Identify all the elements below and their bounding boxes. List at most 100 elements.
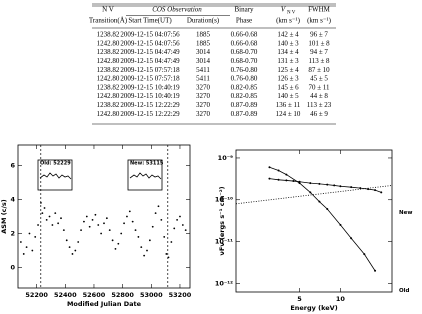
header-cell: V <box>281 6 286 14</box>
table-cell: 0.66-0.68 <box>231 39 258 47</box>
data-point <box>77 241 80 243</box>
series-label: New <box>399 210 412 216</box>
data-point <box>359 187 362 190</box>
data-point <box>165 253 168 255</box>
model-line <box>269 166 376 271</box>
table-cell: 2009-12-15 10:40:19 <box>120 92 180 100</box>
data-point <box>326 208 329 211</box>
header-cell: Phase <box>236 17 252 25</box>
data-point <box>105 217 108 220</box>
table-cell: 1238.82 <box>97 101 120 109</box>
data-point <box>74 249 77 252</box>
table-cell: 46 ± 9 <box>310 110 328 118</box>
data-point <box>363 253 366 256</box>
table-cell: 3014 <box>196 57 211 65</box>
table-cell: 1238.82 <box>97 48 120 56</box>
y-tick-label: 0 <box>10 264 15 272</box>
table-cell: 140 ± 3 <box>277 39 299 47</box>
data-point <box>54 212 57 214</box>
table-cell: 70 ± 11 <box>308 83 330 91</box>
x-tick-label: 10 <box>336 295 346 303</box>
data-point <box>350 186 353 189</box>
y-tick-label: 2 <box>10 230 15 238</box>
data-point <box>88 225 91 228</box>
data-point <box>117 242 120 245</box>
table-cell: 0.82-0.85 <box>231 92 258 100</box>
table-cell: 0.68-0.70 <box>231 48 258 56</box>
data-point <box>19 241 22 243</box>
table-cell: 1242.80 <box>97 110 120 118</box>
table-cell: 1238.82 <box>97 66 120 74</box>
inset-curve <box>129 172 162 180</box>
data-point <box>268 166 271 169</box>
data-point <box>333 184 336 187</box>
data-point <box>131 220 134 223</box>
data-point <box>318 182 321 185</box>
data-point <box>94 213 97 216</box>
header-cell: Binary <box>234 6 254 14</box>
y-tick-label: 10⁻¹⁰ <box>215 196 233 204</box>
header-cell: (km s⁻¹) <box>276 17 301 25</box>
table-cell: 126 ± 3 <box>277 75 299 83</box>
data-point <box>309 182 312 185</box>
data-point <box>37 224 39 226</box>
table-cell: 0.82-0.85 <box>231 83 258 91</box>
table-cell: 136 ± 11 <box>276 101 301 109</box>
table-cell: 2009-12-15 04:07:56 <box>120 31 180 39</box>
data-point <box>298 180 301 183</box>
data-point <box>71 253 74 255</box>
table-cell: 3014 <box>196 48 211 56</box>
data-point <box>163 236 166 238</box>
table-cell: 3270 <box>196 92 211 100</box>
table-cell: 2009-12-15 10:40:19 <box>120 83 180 91</box>
table-cell: 2009-12-15 04:47:49 <box>120 48 180 56</box>
data-point <box>25 246 28 249</box>
data-point <box>184 229 187 232</box>
table-cell: 1238.82 <box>97 31 120 39</box>
data-point <box>108 229 111 232</box>
plot-frame <box>17 144 191 289</box>
header-cell: FWHM <box>308 6 331 14</box>
table-cell: 0.68-0.70 <box>231 57 258 65</box>
data-point <box>41 212 44 214</box>
data-point <box>60 217 62 220</box>
data-point <box>137 236 140 238</box>
data-point <box>148 239 151 242</box>
data-point <box>48 215 51 218</box>
data-point <box>126 215 128 218</box>
x-tick-label: 52600 <box>83 291 106 299</box>
data-point <box>57 222 60 225</box>
data-point <box>380 191 383 194</box>
data-point <box>40 201 42 204</box>
data-point <box>31 249 34 252</box>
table-cell: 1885 <box>196 31 211 39</box>
series-label: Old <box>399 288 410 294</box>
data-point <box>143 254 146 257</box>
data-point <box>318 200 321 203</box>
data-point <box>285 173 288 176</box>
table-cell: 3270 <box>196 83 211 91</box>
data-point <box>326 183 329 186</box>
table-cell: 131 ± 3 <box>277 57 299 65</box>
x-axis-label: Modified Julian Date <box>67 300 142 308</box>
table-cell: 94 ± 7 <box>310 48 328 56</box>
data-point <box>128 210 131 213</box>
table-cell: 2009-12-15 07:57:18 <box>120 66 180 74</box>
data-point <box>83 220 85 223</box>
data-point <box>285 179 288 182</box>
data-point <box>91 219 94 221</box>
table-cell: 96 ± 7 <box>310 31 328 39</box>
table-cell: 113 ± 8 <box>308 57 330 65</box>
annotation: Old: 52229 <box>40 161 71 167</box>
table-cell: 1242.80 <box>97 57 120 65</box>
table-cell: 140 ± 5 <box>277 92 299 100</box>
data-point <box>134 229 137 232</box>
data-point <box>100 232 103 235</box>
data-point <box>173 227 176 230</box>
data-point <box>22 253 25 255</box>
y-tick-label: 6 <box>10 161 15 169</box>
header-cell: Duration(s) <box>187 17 220 25</box>
data-point <box>179 215 181 218</box>
data-point <box>85 215 88 218</box>
table-cell: 101 ± 8 <box>308 39 330 47</box>
